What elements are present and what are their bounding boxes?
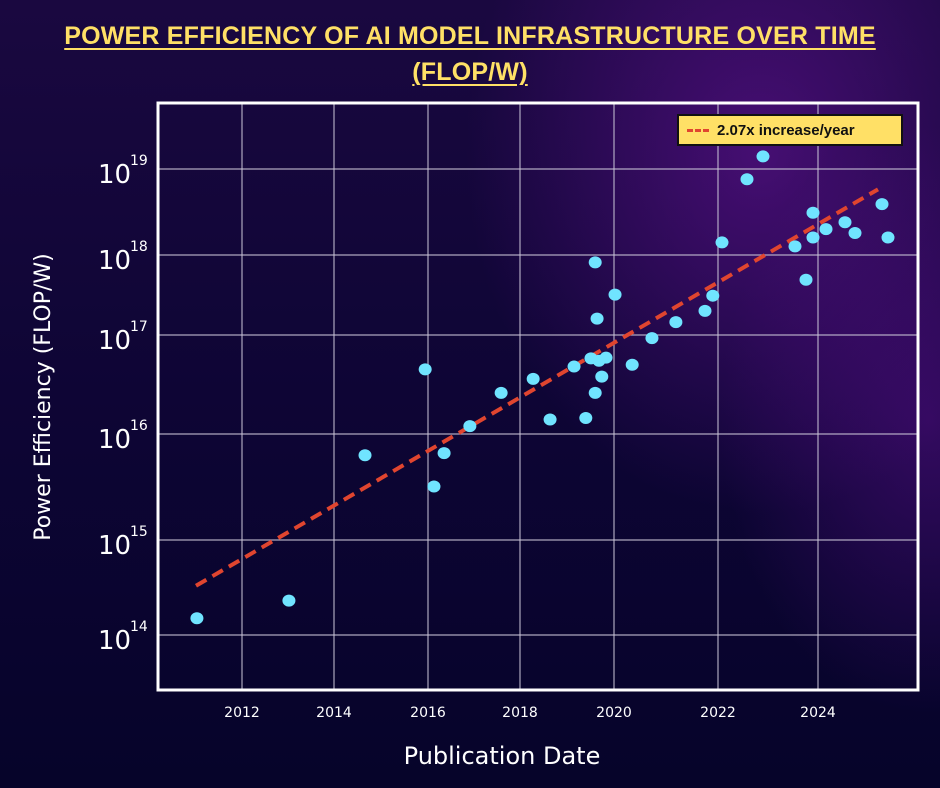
data-point	[567, 360, 581, 373]
data-point	[190, 612, 204, 625]
grid-lines	[158, 103, 918, 690]
data-point	[588, 386, 602, 399]
legend: 2.07x increase/year	[677, 114, 903, 146]
data-point	[799, 273, 813, 286]
data-point	[875, 198, 889, 211]
y-tick-label-base: 10	[98, 246, 131, 276]
x-tick-label: 2022	[700, 705, 736, 721]
data-point	[437, 447, 451, 460]
data-point	[669, 316, 683, 329]
data-point	[698, 304, 712, 317]
data-point	[819, 223, 833, 236]
x-tick-label: 2016	[410, 705, 446, 721]
x-tick-label: 2014	[316, 705, 352, 721]
data-point	[788, 240, 802, 253]
data-point	[848, 227, 862, 240]
data-point	[494, 386, 508, 399]
y-tick-label-exponent: 17	[130, 319, 148, 335]
data-point	[756, 150, 770, 163]
y-tick-label-exponent: 14	[130, 619, 148, 635]
data-point	[838, 216, 852, 229]
data-point	[427, 480, 441, 493]
data-point	[590, 312, 604, 325]
data-point	[715, 236, 729, 249]
data-point	[543, 413, 557, 426]
y-tick-label-exponent: 15	[130, 524, 148, 540]
data-point	[599, 351, 613, 364]
data-point	[526, 372, 540, 385]
data-point	[625, 358, 639, 371]
x-tick-label: 2024	[800, 705, 836, 721]
data-point	[706, 289, 720, 302]
x-tick-label: 2018	[502, 705, 538, 721]
data-point	[645, 332, 659, 345]
plot-frame	[156, 101, 920, 692]
data-point	[358, 449, 372, 462]
y-tick-label-base: 10	[98, 425, 131, 455]
data-point	[608, 288, 622, 301]
data-point	[881, 231, 895, 244]
data-point	[588, 256, 602, 269]
x-axis-ticks: 2012 2014 2016 2018 2020 2022 2024	[224, 705, 836, 721]
y-tick-label-exponent: 19	[130, 153, 148, 169]
y-tick-label-exponent: 16	[130, 418, 148, 434]
trend-line	[194, 187, 880, 588]
legend-dash-icon	[687, 128, 709, 132]
y-tick-label-exponent: 18	[130, 239, 148, 255]
y-axis-label: Power Efficiency (FLOP/W)	[31, 253, 56, 541]
data-point	[418, 363, 432, 376]
data-point	[806, 206, 820, 219]
data-point	[282, 594, 296, 607]
y-tick-label-base: 10	[98, 326, 131, 356]
x-tick-label: 2020	[596, 705, 632, 721]
y-tick-label-base: 10	[98, 531, 131, 561]
data-point	[806, 231, 820, 244]
chart-title-line2: (FLOP/W)	[412, 58, 528, 86]
y-tick-label-base: 10	[98, 626, 131, 656]
x-axis-label: Publication Date	[404, 742, 601, 770]
data-point	[595, 370, 609, 383]
data-point	[740, 173, 754, 186]
x-tick-label: 2012	[224, 705, 260, 721]
data-point	[463, 420, 477, 433]
y-tick-label-base: 10	[98, 160, 131, 190]
data-point	[579, 412, 593, 425]
data-points	[190, 150, 895, 625]
legend-label: 2.07x increase/year	[717, 121, 855, 139]
chart-title-line1: POWER EFFICIENCY OF AI MODEL INFRASTRUCT…	[64, 22, 876, 50]
